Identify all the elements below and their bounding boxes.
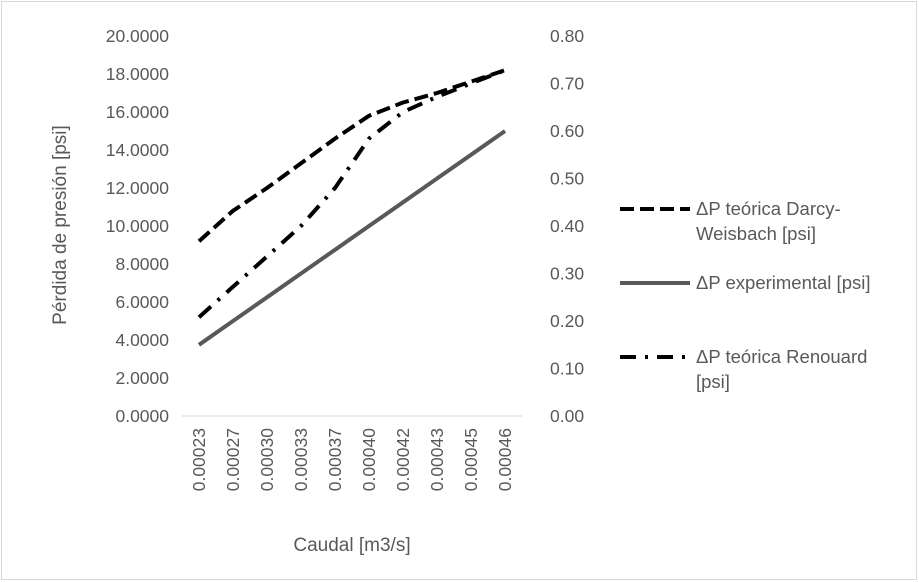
x-tick-label: 0.00033: [291, 428, 311, 491]
x-tick-label: 0.00046: [495, 428, 515, 491]
left-tick-label: 10.0000: [106, 216, 170, 236]
left-tick-label: 0.0000: [115, 406, 169, 426]
right-tick-label: 0.70: [550, 74, 584, 94]
right-tick-label: 0.10: [550, 359, 584, 379]
left-tick-label: 8.0000: [115, 254, 169, 274]
left-axis-ticks: 0.0000 2.0000 4.0000 6.0000 8.0000 10.0000 12.…: [106, 26, 170, 426]
legend: ΔP teórica Darcy- Weisbach [psi] ΔP experi…: [620, 198, 871, 392]
left-tick-label: 2.0000: [115, 368, 169, 388]
x-tick-label: 0.00042: [393, 428, 413, 491]
x-tick-label: 0.00045: [461, 428, 481, 491]
left-tick-label: 14.0000: [106, 140, 170, 160]
legend-label-2: ΔP experimental [psi]: [696, 272, 871, 293]
series-layer: [197, 68, 507, 347]
left-tick-label: 16.0000: [106, 102, 170, 122]
x-tick-label: 0.00023: [189, 428, 209, 491]
x-tick-label: 0.00037: [325, 428, 345, 491]
series-line-2: [197, 129, 507, 347]
right-tick-label: 0.30: [550, 264, 584, 284]
right-axis-ticks: 0.00 0.10 0.20 0.30 0.40 0.50 0.60 0.70 0.80: [550, 26, 584, 426]
legend-label-3: ΔP teórica Renouard: [696, 346, 867, 367]
x-axis-ticks: 0.00023 0.00027 0.00030 0.00033 0.00037 0.000…: [189, 428, 515, 492]
x-tick-label: 0.00040: [359, 428, 379, 492]
left-tick-label: 20.0000: [106, 26, 170, 46]
y-axis-title: Pérdida de presión [psi]: [50, 125, 71, 325]
right-tick-label: 0.60: [550, 121, 584, 141]
x-tick-label: 0.00030: [257, 428, 277, 492]
left-tick-label: 6.0000: [115, 292, 169, 312]
series-line-1: [197, 68, 506, 243]
x-tick-label: 0.00043: [427, 428, 447, 491]
x-axis-title: Caudal [m3/s]: [293, 535, 410, 556]
x-tick-label: 0.00027: [223, 428, 243, 491]
series-line-3: [197, 68, 506, 319]
legend-label-1: ΔP teórica Darcy-: [696, 198, 841, 219]
right-tick-label: 0.50: [550, 169, 584, 189]
right-tick-label: 0.80: [550, 26, 584, 46]
legend-label-3: [psi]: [696, 371, 730, 392]
left-tick-label: 12.0000: [106, 178, 170, 198]
right-tick-label: 0.40: [550, 216, 584, 236]
right-tick-label: 0.20: [550, 311, 584, 331]
left-tick-label: 18.0000: [106, 64, 170, 84]
legend-label-1: Weisbach [psi]: [696, 223, 816, 244]
right-tick-label: 0.00: [550, 406, 584, 426]
left-tick-label: 4.0000: [115, 330, 169, 350]
